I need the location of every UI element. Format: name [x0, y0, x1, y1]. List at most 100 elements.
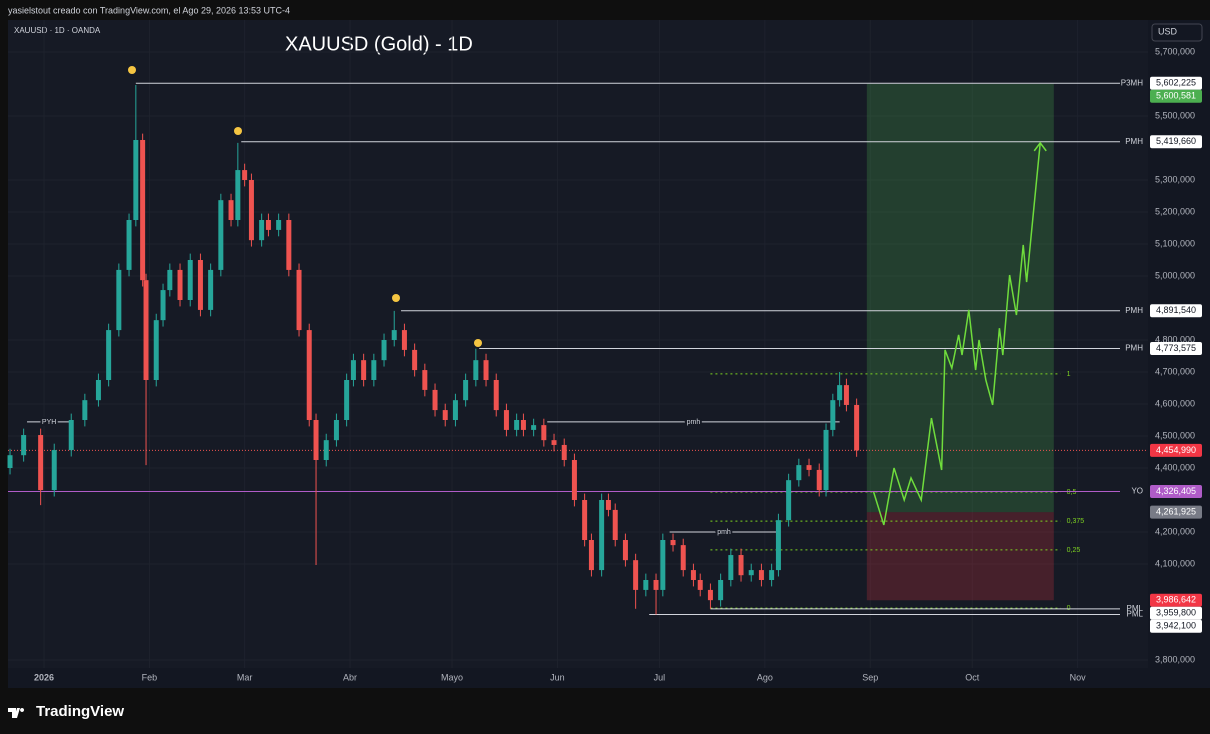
- y-tick-label: 5,200,000: [1155, 206, 1195, 216]
- candle-body: [473, 360, 479, 380]
- y-tick-label: 5,700,000: [1155, 46, 1195, 56]
- candle-body: [7, 455, 13, 468]
- fib-label: 1: [1067, 371, 1071, 378]
- fib-label: 0,25: [1067, 547, 1081, 554]
- price-label-box: [1150, 606, 1202, 620]
- candle-body: [806, 465, 812, 470]
- x-tick-label: Sep: [862, 672, 878, 682]
- candle-body: [571, 460, 577, 500]
- candle-body: [452, 400, 458, 420]
- symbol: XAUUSD · 1D · OANDA: [14, 26, 101, 35]
- candle-body: [133, 140, 139, 220]
- candle-body: [503, 410, 509, 430]
- candle-body: [432, 389, 438, 411]
- candle-body: [371, 360, 377, 380]
- level-name: PMH: [1125, 306, 1143, 315]
- candle-body: [106, 330, 112, 380]
- currency-box[interactable]: [1151, 23, 1203, 42]
- candle-body: [160, 290, 166, 321]
- candle-body: [758, 570, 764, 580]
- candle-body: [381, 340, 387, 361]
- candle-body: [823, 429, 829, 491]
- candle-body: [854, 404, 860, 451]
- price-label: 4,773,575: [1156, 343, 1196, 353]
- candle-body: [228, 200, 234, 220]
- x-tick-label: Feb: [142, 672, 158, 682]
- y-tick-label: 4,600,000: [1155, 398, 1195, 408]
- candle-body: [738, 555, 744, 576]
- candle-body: [837, 385, 843, 401]
- x-tick-label: 2026: [34, 672, 54, 682]
- candle-body: [769, 570, 775, 580]
- candle-body: [551, 440, 557, 445]
- price-label-box: [1150, 593, 1202, 607]
- price-label-box: [1150, 505, 1202, 519]
- target-zone: [866, 83, 1054, 513]
- y-tick-label: 4,800,000: [1155, 334, 1195, 344]
- x-tick-label: Jun: [550, 672, 565, 682]
- price-label: 4,454,990: [1156, 445, 1196, 455]
- y-tick-label: 4,100,000: [1155, 558, 1195, 568]
- candle-body: [541, 425, 547, 441]
- candle-body: [38, 435, 44, 491]
- candle-body: [116, 269, 122, 331]
- candle-body: [690, 570, 696, 580]
- candle-body: [786, 480, 792, 521]
- y-tick-label: 5,100,000: [1155, 238, 1195, 248]
- candle-body: [401, 330, 407, 350]
- price-label: 3,986,642: [1156, 595, 1196, 605]
- projection-arrow: [1033, 141, 1047, 152]
- candle-body: [612, 509, 618, 540]
- candle-body: [531, 425, 537, 430]
- price-label: 4,261,925: [1156, 507, 1196, 517]
- short-level-name: PYH: [42, 419, 56, 426]
- candle-body: [286, 220, 292, 270]
- candle-body: [843, 385, 849, 405]
- candle-body: [633, 560, 639, 590]
- x-tick-label: Oct: [965, 672, 980, 682]
- chart-pane: [8, 20, 1148, 668]
- candle-body: [830, 400, 836, 430]
- candle-body: [248, 180, 254, 241]
- candle-body: [728, 555, 734, 580]
- y-tick-label: 4,500,000: [1155, 430, 1195, 440]
- x-tick-label: Abr: [343, 672, 357, 682]
- candle-body: [208, 269, 214, 310]
- candle-body: [296, 269, 302, 331]
- candle-body: [323, 440, 329, 460]
- candle-body: [235, 170, 241, 220]
- candle-body: [599, 500, 605, 571]
- candle-body: [680, 545, 686, 571]
- price-label-box: [1150, 304, 1202, 318]
- candle-body: [816, 469, 822, 491]
- candle-body: [265, 220, 271, 230]
- candle-body: [306, 330, 312, 420]
- candle-body: [493, 380, 499, 411]
- candle-body: [333, 420, 339, 441]
- candle-body: [796, 465, 802, 481]
- candle-body: [313, 420, 319, 460]
- candle-body: [422, 370, 428, 390]
- candle-body: [707, 589, 713, 601]
- price-label: 3,942,100: [1156, 621, 1196, 631]
- candle-body: [68, 420, 74, 451]
- y-tick-label: 4,200,000: [1155, 526, 1195, 536]
- short-level-name: pmh: [687, 419, 701, 426]
- candle-body: [775, 520, 781, 571]
- fib-label: 0,5: [1067, 489, 1077, 496]
- x-tick-label: Ago: [757, 672, 773, 682]
- candle-body: [126, 220, 132, 270]
- candle-body: [242, 170, 248, 180]
- candle-body: [561, 444, 567, 460]
- level-name: YO: [1131, 487, 1143, 496]
- candle-body: [51, 450, 57, 491]
- price-label-box: [1150, 76, 1202, 90]
- candles: [7, 84, 860, 615]
- candle-body: [187, 260, 193, 300]
- candle-body: [276, 220, 282, 230]
- fib-label: 0,375: [1067, 518, 1085, 525]
- time-axis: [8, 668, 1148, 688]
- candle-body: [177, 269, 183, 300]
- candle-body: [660, 540, 666, 590]
